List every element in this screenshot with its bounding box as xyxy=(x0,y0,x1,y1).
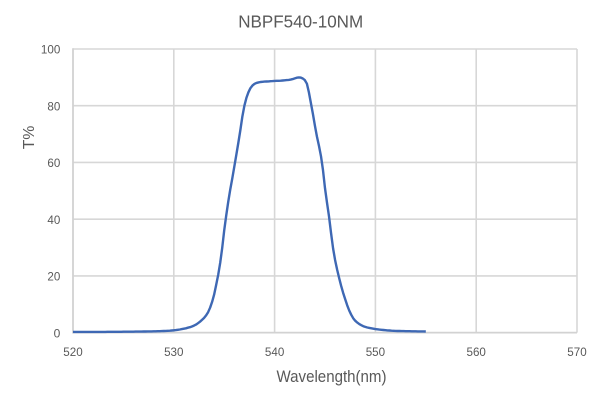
svg-text:560: 560 xyxy=(467,345,487,359)
svg-text:80: 80 xyxy=(47,99,60,113)
svg-text:540: 540 xyxy=(265,345,285,359)
svg-text:60: 60 xyxy=(47,156,60,170)
svg-text:Wavelength(nm): Wavelength(nm) xyxy=(277,367,387,386)
svg-text:100: 100 xyxy=(41,43,61,57)
svg-text:T%: T% xyxy=(21,125,38,149)
svg-text:20: 20 xyxy=(47,270,60,284)
svg-text:40: 40 xyxy=(47,213,60,227)
svg-text:0: 0 xyxy=(54,326,61,340)
svg-text:550: 550 xyxy=(366,345,386,359)
svg-text:NBPF540-10NM: NBPF540-10NM xyxy=(238,11,363,31)
svg-text:530: 530 xyxy=(164,345,184,359)
svg-text:570: 570 xyxy=(567,345,587,359)
svg-text:520: 520 xyxy=(63,345,83,359)
